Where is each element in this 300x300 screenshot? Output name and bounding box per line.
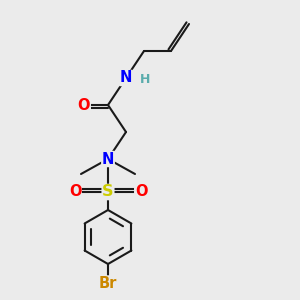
Text: H: H — [140, 73, 151, 86]
Text: N: N — [102, 152, 114, 166]
Text: O: O — [135, 184, 147, 200]
Text: S: S — [102, 184, 114, 200]
Text: O: O — [78, 98, 90, 112]
Text: O: O — [69, 184, 81, 200]
Text: N: N — [120, 70, 132, 86]
Text: Br: Br — [99, 276, 117, 291]
